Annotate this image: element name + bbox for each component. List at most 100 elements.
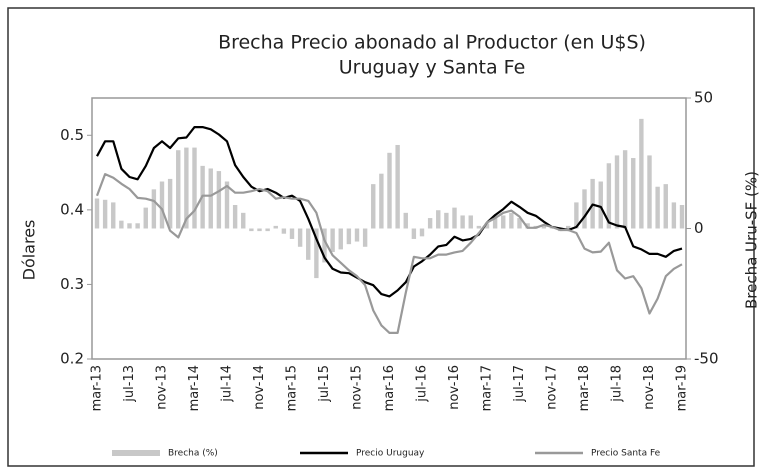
bar bbox=[387, 152, 392, 229]
bar bbox=[159, 181, 165, 229]
bar bbox=[484, 223, 490, 229]
bar bbox=[492, 215, 498, 229]
bar bbox=[127, 223, 132, 229]
x-tick-label: mar-16 bbox=[382, 365, 397, 411]
y2-axis-label: Brecha Uru-SF (%) bbox=[743, 171, 761, 309]
bar bbox=[232, 205, 238, 229]
bar bbox=[297, 228, 303, 247]
legend-label: Precio Santa Fe bbox=[591, 449, 661, 459]
bar bbox=[322, 228, 327, 263]
bar bbox=[111, 202, 116, 229]
bar bbox=[167, 178, 173, 229]
bar bbox=[631, 158, 636, 229]
bar bbox=[622, 150, 628, 229]
bar bbox=[224, 181, 230, 229]
bar bbox=[241, 212, 246, 229]
x-tick-label: jul-15 bbox=[317, 365, 332, 403]
bar bbox=[135, 223, 140, 229]
x-tick-label: jul-13 bbox=[122, 365, 137, 403]
bar bbox=[314, 228, 319, 279]
bar bbox=[647, 155, 652, 229]
x-tick-label: mar-15 bbox=[285, 365, 300, 411]
bar bbox=[249, 228, 254, 232]
chart-title: Brecha Precio abonado al Productor (en U… bbox=[218, 32, 646, 54]
bar bbox=[436, 210, 441, 229]
y-tick-label: 0.4 bbox=[60, 200, 84, 218]
bar bbox=[362, 228, 368, 247]
bar bbox=[330, 228, 335, 252]
bar bbox=[265, 228, 270, 232]
bar bbox=[257, 228, 262, 232]
bar bbox=[273, 225, 278, 229]
bar bbox=[354, 228, 360, 242]
x-tick-label: nov-15 bbox=[350, 365, 365, 410]
x-tick-label: mar-17 bbox=[480, 365, 495, 411]
bar bbox=[346, 228, 352, 245]
bar bbox=[306, 228, 311, 260]
y2-tick-label: 0 bbox=[694, 219, 704, 237]
legend-label: Brecha (%) bbox=[168, 449, 218, 459]
bar bbox=[371, 184, 376, 229]
bar bbox=[598, 181, 603, 229]
x-tick-label: jul-16 bbox=[415, 365, 430, 403]
y-axis-label: Dólares bbox=[20, 220, 39, 281]
legend-label: Precio Uruguay bbox=[356, 449, 425, 459]
bar bbox=[427, 218, 433, 229]
x-tick-label: jul-17 bbox=[512, 365, 527, 403]
bar bbox=[574, 202, 579, 229]
bar bbox=[395, 144, 400, 229]
x-tick-label: jul-14 bbox=[220, 365, 235, 403]
bar bbox=[208, 168, 213, 229]
bar bbox=[509, 212, 514, 229]
bar bbox=[403, 212, 408, 229]
bar bbox=[151, 189, 157, 229]
bar bbox=[671, 202, 677, 229]
bar bbox=[541, 225, 547, 229]
x-tick-label: mar-13 bbox=[90, 365, 105, 411]
bar bbox=[452, 207, 457, 229]
bar bbox=[468, 215, 473, 229]
bar bbox=[94, 198, 100, 229]
bar bbox=[192, 147, 197, 229]
bar bbox=[582, 189, 587, 229]
y-tick-label: 0.3 bbox=[60, 275, 84, 293]
bar bbox=[679, 205, 685, 229]
x-tick-label: mar-19 bbox=[675, 365, 690, 411]
line bbox=[95, 173, 683, 334]
bar bbox=[566, 225, 571, 229]
bar bbox=[655, 186, 660, 229]
bar bbox=[606, 163, 612, 229]
x-tick-label: nov-18 bbox=[642, 365, 657, 410]
y2-tick-label: 50 bbox=[694, 89, 713, 107]
bar bbox=[379, 173, 384, 229]
bar bbox=[525, 223, 530, 229]
x-tick-label: nov-14 bbox=[252, 365, 267, 410]
x-tick-label: mar-18 bbox=[577, 365, 592, 411]
bar bbox=[216, 171, 222, 229]
y-tick-label: 0.5 bbox=[60, 126, 84, 144]
bar bbox=[411, 228, 417, 239]
bar bbox=[517, 218, 522, 229]
bar bbox=[176, 150, 181, 229]
y-tick-label: 0.2 bbox=[60, 350, 84, 368]
bar bbox=[289, 228, 295, 239]
x-tick-label: nov-13 bbox=[155, 365, 170, 410]
bar bbox=[184, 147, 189, 229]
bar bbox=[143, 207, 148, 229]
bar bbox=[338, 228, 343, 250]
bar bbox=[419, 228, 425, 237]
bar bbox=[639, 118, 644, 229]
x-tick-label: nov-16 bbox=[447, 365, 462, 410]
bar bbox=[614, 155, 620, 229]
bar bbox=[281, 228, 287, 234]
bar bbox=[102, 199, 108, 229]
bar bbox=[501, 215, 506, 229]
x-tick-label: jul-18 bbox=[610, 365, 625, 403]
bar bbox=[460, 215, 465, 229]
bar bbox=[663, 184, 668, 229]
y2-tick-label: -50 bbox=[694, 350, 719, 368]
bar bbox=[444, 212, 449, 229]
x-tick-label: mar-14 bbox=[187, 365, 202, 411]
bar bbox=[476, 225, 482, 229]
